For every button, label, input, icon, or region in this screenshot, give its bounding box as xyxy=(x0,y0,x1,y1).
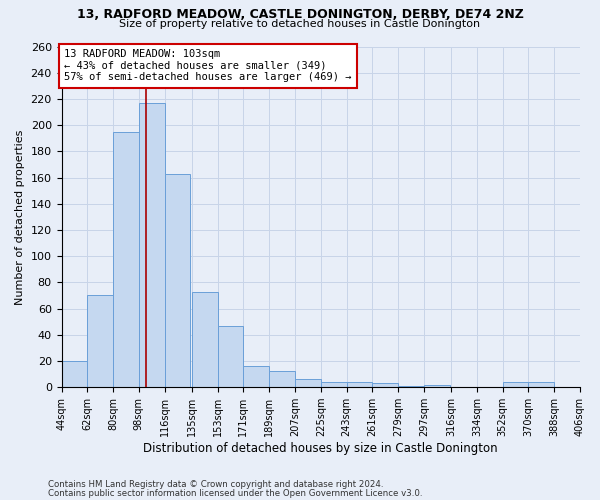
Bar xyxy=(218,326,244,387)
Bar xyxy=(269,372,295,387)
Bar xyxy=(113,132,139,387)
Bar xyxy=(373,384,398,387)
Bar xyxy=(503,382,529,387)
Bar xyxy=(164,174,190,387)
Bar xyxy=(244,366,269,387)
Bar xyxy=(347,382,373,387)
X-axis label: Distribution of detached houses by size in Castle Donington: Distribution of detached houses by size … xyxy=(143,442,498,455)
Bar xyxy=(321,382,347,387)
Bar xyxy=(295,380,321,387)
Y-axis label: Number of detached properties: Number of detached properties xyxy=(15,129,25,304)
Bar xyxy=(398,386,424,387)
Text: Contains public sector information licensed under the Open Government Licence v3: Contains public sector information licen… xyxy=(48,488,422,498)
Bar xyxy=(62,361,88,387)
Text: Size of property relative to detached houses in Castle Donington: Size of property relative to detached ho… xyxy=(119,19,481,29)
Bar xyxy=(192,292,218,387)
Text: 13 RADFORD MEADOW: 103sqm
← 43% of detached houses are smaller (349)
57% of semi: 13 RADFORD MEADOW: 103sqm ← 43% of detac… xyxy=(64,49,352,82)
Bar xyxy=(139,103,164,387)
Bar xyxy=(424,384,449,387)
Text: Contains HM Land Registry data © Crown copyright and database right 2024.: Contains HM Land Registry data © Crown c… xyxy=(48,480,383,489)
Text: 13, RADFORD MEADOW, CASTLE DONINGTON, DERBY, DE74 2NZ: 13, RADFORD MEADOW, CASTLE DONINGTON, DE… xyxy=(77,8,523,20)
Bar xyxy=(529,382,554,387)
Bar xyxy=(88,296,113,387)
